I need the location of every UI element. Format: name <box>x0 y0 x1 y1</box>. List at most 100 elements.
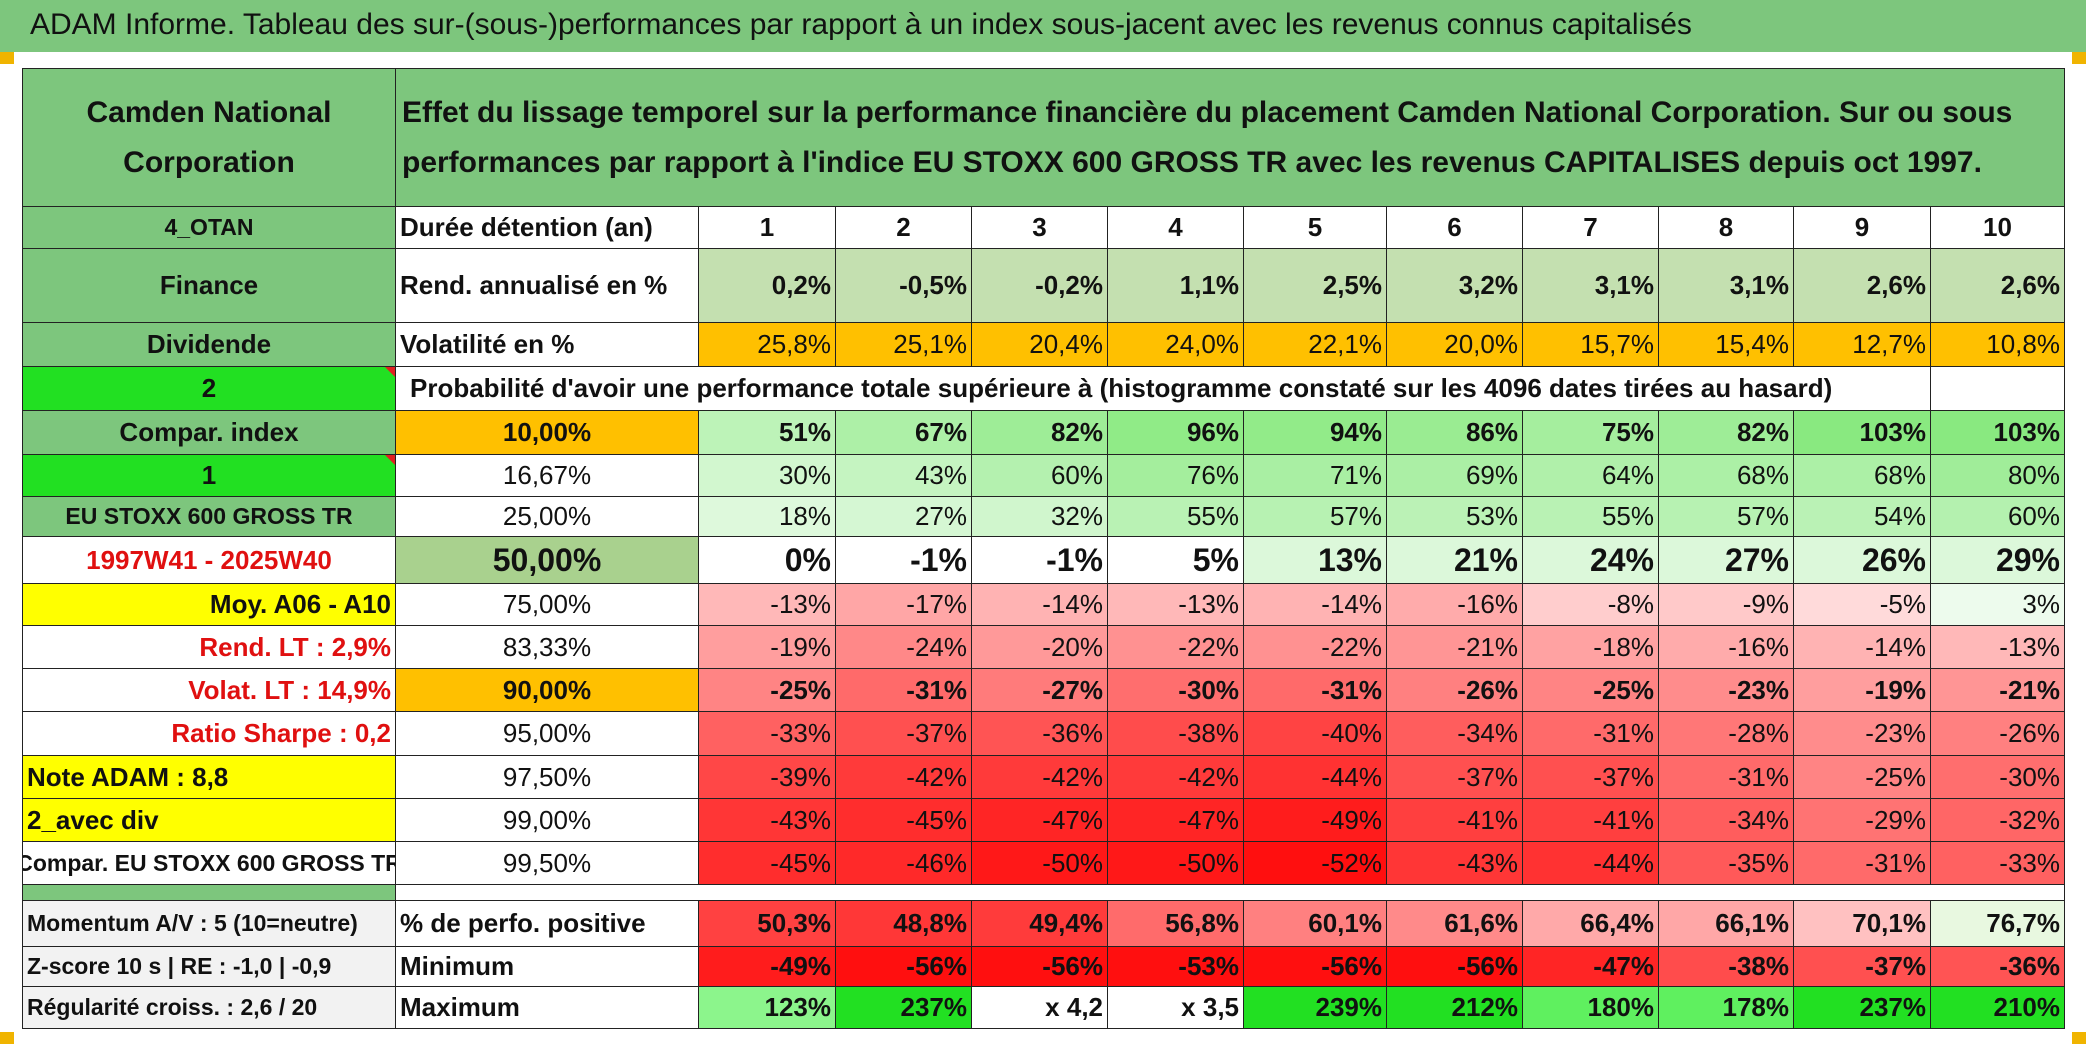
percentile-label: 99,50% <box>396 842 699 885</box>
percentile-value: -23% <box>1659 669 1794 712</box>
percentile-value: 53% <box>1387 497 1523 537</box>
stat-label: % de perfo. positive <box>396 901 699 947</box>
percentile-value: 29% <box>1931 537 2065 584</box>
percentile-value: 82% <box>972 411 1108 455</box>
percentile-value: -36% <box>972 712 1108 756</box>
percentile-value: 24% <box>1523 537 1659 584</box>
percentile-label: 97,50% <box>396 756 699 799</box>
year-header: 10 <box>1931 207 2065 249</box>
probability-caption: Probabilité d'avoir une performance tota… <box>396 367 1931 411</box>
percentile-value: -22% <box>1244 626 1387 669</box>
percentile-value: -49% <box>1244 799 1387 842</box>
annual-return-value: -0,5% <box>836 249 972 323</box>
percentile-value: -32% <box>1931 799 2065 842</box>
percentile-value: -1% <box>972 537 1108 584</box>
compar-index-label: Compar. index <box>23 411 396 455</box>
stat-value: 61,6% <box>1387 901 1523 947</box>
percentile-value: -8% <box>1523 584 1659 626</box>
annual-return-value: 0,2% <box>699 249 836 323</box>
percentile-value: -31% <box>1794 842 1931 885</box>
spacer-row <box>396 885 2065 901</box>
percentile-value: 69% <box>1387 455 1523 497</box>
percentile-value: -20% <box>972 626 1108 669</box>
percentile-value: -38% <box>1108 712 1244 756</box>
percentile-value: 68% <box>1659 455 1794 497</box>
stat-value: -56% <box>1244 947 1387 987</box>
volatility-value: 10,8% <box>1931 323 2065 367</box>
percentile-value: -13% <box>699 584 836 626</box>
percentile-value: -13% <box>1108 584 1244 626</box>
annual-return-value: -0,2% <box>972 249 1108 323</box>
percentile-value: 55% <box>1108 497 1244 537</box>
volatility-value: 15,4% <box>1659 323 1794 367</box>
stat-value: 210% <box>1931 987 2065 1029</box>
year-header: 2 <box>836 207 972 249</box>
percentile-value: -28% <box>1659 712 1794 756</box>
company-name: Camden National Corporation <box>23 69 396 207</box>
zscore-label: Z-score 10 s | RE : -1,0 | -0,9 <box>23 947 396 987</box>
average-label: Moy. A06 - A10 <box>23 584 396 626</box>
percentile-value: -25% <box>1523 669 1659 712</box>
percentile-value: 82% <box>1659 411 1794 455</box>
corner-marker <box>0 1032 14 1044</box>
percentile-value: 103% <box>1931 411 2065 455</box>
percentile-value: 96% <box>1108 411 1244 455</box>
percentile-value: 30% <box>699 455 836 497</box>
regularity-label: Régularité croiss. : 2,6 / 20 <box>23 987 396 1029</box>
percentile-value: -23% <box>1794 712 1931 756</box>
percentile-label: 99,00% <box>396 799 699 842</box>
percentile-value: 94% <box>1244 411 1387 455</box>
percentile-value: 5% <box>1108 537 1244 584</box>
percentile-label: 75,00% <box>396 584 699 626</box>
annual-return-value: 2,6% <box>1794 249 1931 323</box>
performance-table: Camden National Corporation Effet du liss… <box>22 68 2065 1029</box>
percentile-value: -25% <box>1794 756 1931 799</box>
stat-value: 70,1% <box>1794 901 1931 947</box>
percentile-value: -35% <box>1659 842 1794 885</box>
momentum-label: Momentum A/V : 5 (10=neutre) <box>23 901 396 947</box>
stat-value: 49,4% <box>972 901 1108 947</box>
stat-value: 212% <box>1387 987 1523 1029</box>
volatility-value: 12,7% <box>1794 323 1931 367</box>
year-header: 3 <box>972 207 1108 249</box>
percentile-value: -17% <box>836 584 972 626</box>
percentile-value: 60% <box>1931 497 2065 537</box>
stat-value: 66,1% <box>1659 901 1794 947</box>
stat-value: 237% <box>1794 987 1931 1029</box>
percentile-value: -47% <box>972 799 1108 842</box>
percentile-value: 18% <box>699 497 836 537</box>
percentile-value: 26% <box>1794 537 1931 584</box>
stat-value: 76,7% <box>1931 901 2065 947</box>
percentile-value: -42% <box>836 756 972 799</box>
percentile-value: 55% <box>1523 497 1659 537</box>
annual-return-value: 3,2% <box>1387 249 1523 323</box>
stat-value: 50,3% <box>699 901 836 947</box>
adam-score: Note ADAM : 8,8 <box>23 756 396 799</box>
index-name: EU STOXX 600 GROSS TR <box>23 497 396 537</box>
percentile-value: -42% <box>1108 756 1244 799</box>
percentile-value: -33% <box>699 712 836 756</box>
percentile-label: 16,67% <box>396 455 699 497</box>
volatility-value: 15,7% <box>1523 323 1659 367</box>
volatility-value: 25,8% <box>699 323 836 367</box>
percentile-value: 71% <box>1244 455 1387 497</box>
stat-value: -56% <box>1387 947 1523 987</box>
stat-value: x 4,2 <box>972 987 1108 1029</box>
percentile-label: 90,00% <box>396 669 699 712</box>
percentile-value: 43% <box>836 455 972 497</box>
year-header: 8 <box>1659 207 1794 249</box>
stat-value: -49% <box>699 947 836 987</box>
volatility-value: 20,0% <box>1387 323 1523 367</box>
percentile-value: -50% <box>972 842 1108 885</box>
percentile-value: -27% <box>972 669 1108 712</box>
comparison-label: Compar. EU STOXX 600 GROSS TR <box>23 842 396 885</box>
percentile-value: -50% <box>1108 842 1244 885</box>
percentile-value: -44% <box>1244 756 1387 799</box>
percentile-value: -16% <box>1659 626 1794 669</box>
annual-return-value: 3,1% <box>1659 249 1794 323</box>
stat-value: -47% <box>1523 947 1659 987</box>
percentile-value: 13% <box>1244 537 1387 584</box>
stat-value: 239% <box>1244 987 1387 1029</box>
percentile-label: 10,00% <box>396 411 699 455</box>
percentile-value: -46% <box>836 842 972 885</box>
